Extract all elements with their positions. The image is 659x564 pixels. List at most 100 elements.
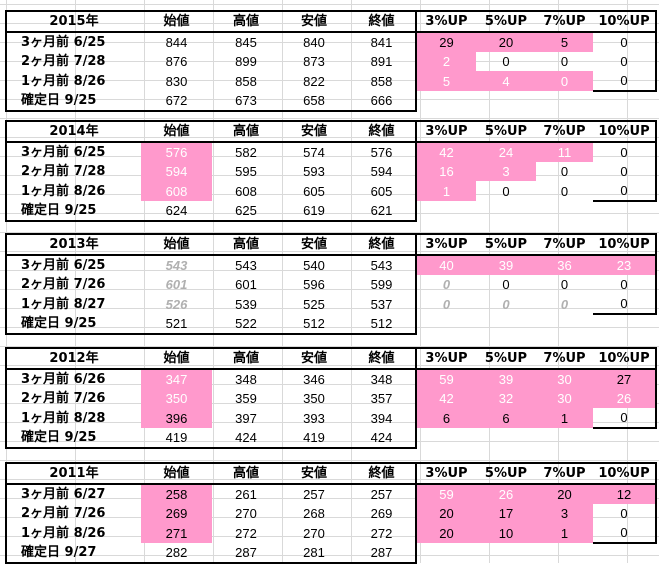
high-cell[interactable]: 608 — [235, 183, 257, 199]
low-cell[interactable]: 574 — [303, 145, 325, 160]
pct10-cell[interactable]: 26 — [593, 389, 657, 408]
open-cell[interactable]: 258 — [141, 484, 212, 504]
close-cell[interactable]: 512 — [348, 314, 417, 335]
pct3-cell[interactable]: 59 — [416, 369, 476, 389]
pct5-cell[interactable]: 26 — [476, 484, 536, 504]
pct7-cell[interactable]: 3 — [536, 504, 593, 523]
pct10-cell[interactable]: 0 — [593, 294, 657, 315]
pct3-cell[interactable]: 20 — [416, 523, 476, 543]
close-cell[interactable]: 599 — [348, 275, 417, 294]
open-cell[interactable]: 347 — [141, 369, 212, 389]
low-cell[interactable]: 658 — [280, 91, 348, 112]
empty-cell[interactable] — [536, 201, 593, 221]
high-cell[interactable]: 397 — [235, 410, 257, 426]
high-cell[interactable]: 625 — [212, 201, 280, 222]
open-cell[interactable]: 526 — [165, 296, 188, 312]
low-cell[interactable]: 419 — [280, 428, 348, 449]
high-cell[interactable]: 287 — [212, 543, 280, 564]
high-cell[interactable]: 845 — [235, 35, 257, 50]
empty-cell[interactable] — [536, 91, 593, 111]
empty-cell[interactable] — [416, 91, 476, 111]
close-cell[interactable]: 287 — [348, 543, 417, 564]
pct10-cell[interactable]: 0 — [593, 162, 657, 181]
open-cell[interactable]: 521 — [141, 314, 212, 335]
high-cell[interactable]: 899 — [235, 54, 257, 69]
close-cell[interactable]: 621 — [348, 201, 417, 222]
open-cell[interactable]: 876 — [165, 54, 188, 69]
pct3-cell[interactable]: 59 — [416, 484, 476, 504]
pct7-cell[interactable]: 36 — [536, 255, 593, 275]
close-cell[interactable]: 605 — [348, 181, 417, 201]
open-cell[interactable]: 672 — [141, 91, 212, 112]
high-cell[interactable]: 424 — [212, 428, 280, 449]
pct3-cell[interactable]: 42 — [416, 389, 476, 408]
empty-cell[interactable] — [416, 428, 476, 448]
pct10-cell[interactable]: 0 — [593, 181, 657, 202]
close-cell[interactable]: 666 — [348, 91, 417, 112]
pct5-cell[interactable]: 10 — [476, 523, 536, 543]
empty-cell[interactable] — [593, 543, 656, 563]
empty-cell[interactable] — [416, 201, 476, 221]
pct10-cell[interactable]: 0 — [593, 142, 657, 162]
pct5-cell[interactable]: 17 — [476, 504, 536, 523]
open-cell[interactable]: 271 — [141, 523, 212, 543]
pct10-cell[interactable]: 0 — [593, 275, 657, 294]
low-cell[interactable]: 270 — [303, 525, 325, 541]
pct5-cell[interactable]: 0 — [502, 277, 510, 292]
high-cell[interactable]: 348 — [235, 372, 257, 387]
pct5-cell[interactable]: 0 — [502, 296, 510, 312]
open-cell[interactable]: 830 — [165, 73, 188, 89]
open-cell[interactable]: 594 — [141, 162, 212, 181]
pct10-cell[interactable]: 12 — [593, 484, 657, 504]
close-cell[interactable]: 891 — [348, 52, 417, 71]
open-cell[interactable]: 601 — [165, 277, 188, 292]
high-cell[interactable]: 539 — [235, 296, 257, 312]
pct5-cell[interactable]: 4 — [476, 71, 536, 91]
pct7-cell[interactable]: 0 — [560, 183, 569, 199]
pct10-cell[interactable]: 0 — [593, 523, 657, 544]
high-cell[interactable]: 673 — [212, 91, 280, 112]
pct10-cell[interactable]: 0 — [593, 71, 657, 92]
pct10-cell[interactable]: 0 — [593, 52, 657, 71]
pct3-cell[interactable]: 29 — [416, 32, 476, 52]
low-cell[interactable]: 540 — [303, 258, 325, 273]
open-cell[interactable]: 282 — [141, 543, 212, 564]
empty-cell[interactable] — [476, 314, 536, 334]
close-cell[interactable]: 858 — [348, 71, 417, 91]
pct3-cell[interactable]: 42 — [416, 142, 476, 162]
high-cell[interactable]: 522 — [212, 314, 280, 335]
low-cell[interactable]: 257 — [303, 487, 325, 502]
close-cell[interactable]: 394 — [348, 408, 417, 428]
low-cell[interactable]: 350 — [303, 391, 325, 406]
pct5-cell[interactable]: 39 — [476, 369, 536, 389]
pct5-cell[interactable]: 6 — [476, 408, 536, 428]
pct7-cell[interactable]: 0 — [560, 277, 569, 292]
close-cell[interactable]: 348 — [348, 369, 417, 389]
pct3-cell[interactable]: 6 — [416, 408, 476, 428]
pct7-cell[interactable]: 1 — [536, 408, 593, 428]
pct5-cell[interactable]: 0 — [502, 183, 510, 199]
pct5-cell[interactable]: 20 — [476, 32, 536, 52]
high-cell[interactable]: 595 — [235, 164, 257, 179]
empty-cell[interactable] — [536, 543, 593, 563]
empty-cell[interactable] — [536, 314, 593, 334]
pct5-cell[interactable]: 32 — [476, 389, 536, 408]
close-cell[interactable]: 594 — [348, 162, 417, 181]
close-cell[interactable]: 272 — [348, 523, 417, 543]
pct5-cell[interactable]: 0 — [502, 54, 510, 69]
empty-cell[interactable] — [593, 314, 656, 334]
high-cell[interactable]: 270 — [235, 506, 257, 521]
close-cell[interactable]: 269 — [348, 504, 417, 523]
empty-cell[interactable] — [536, 428, 593, 448]
low-cell[interactable]: 593 — [303, 164, 325, 179]
empty-cell[interactable] — [476, 543, 536, 563]
open-cell[interactable]: 624 — [141, 201, 212, 222]
pct7-cell[interactable]: 0 — [560, 296, 569, 312]
pct10-cell[interactable]: 0 — [593, 32, 657, 52]
high-cell[interactable]: 601 — [235, 277, 257, 292]
low-cell[interactable]: 619 — [280, 201, 348, 222]
pct3-cell[interactable]: 0 — [442, 296, 451, 312]
empty-cell[interactable] — [476, 201, 536, 221]
pct5-cell[interactable]: 39 — [476, 255, 536, 275]
open-cell[interactable]: 844 — [165, 35, 188, 50]
